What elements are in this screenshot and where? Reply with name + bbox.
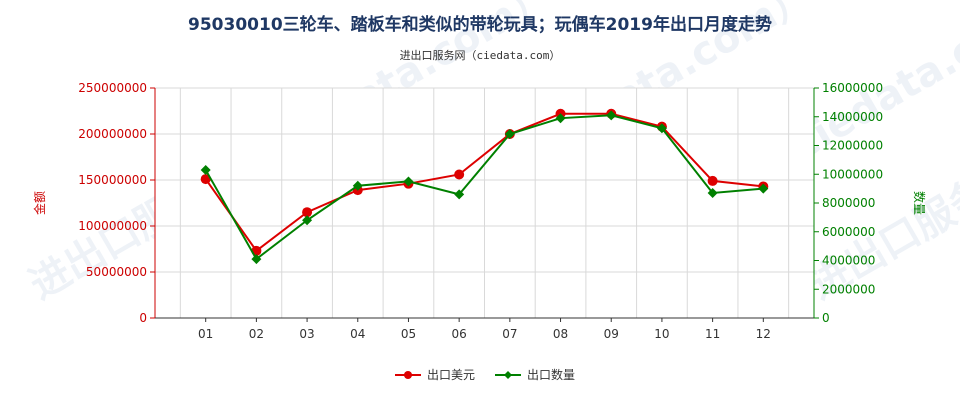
x-tick-label: 01 [198, 327, 213, 341]
legend-swatch-marker [404, 371, 412, 379]
y-left-tick-label: 100000000 [78, 219, 147, 233]
data-point-quantity [707, 187, 718, 198]
y-right-tick-label: 14000000 [822, 110, 883, 124]
y-right-tick-label: 6000000 [822, 225, 875, 239]
data-point-amount [200, 174, 211, 185]
y-right-axis-label: 数量 [912, 191, 927, 215]
x-tick-label: 02 [249, 327, 264, 341]
legend-label-1: 出口美元 [427, 368, 475, 382]
x-tick-label: 09 [604, 327, 619, 341]
y-right-tick-label: 12000000 [822, 139, 883, 153]
data-point-quantity [758, 183, 769, 194]
data-point-amount [454, 169, 465, 180]
legend: 出口美元 出口数量 [395, 367, 575, 382]
data-point-quantity [606, 110, 617, 121]
data-point-quantity [555, 113, 566, 124]
data-point-quantity [251, 254, 262, 265]
data-point-quantity [403, 176, 414, 187]
y-right-tick-label: 8000000 [822, 196, 875, 210]
x-tick-label: 04 [350, 327, 365, 341]
y-right-tick-label: 2000000 [822, 282, 875, 296]
data-point-quantity [656, 123, 667, 134]
data-point-quantity [200, 164, 211, 175]
y-left-tick-label: 50000000 [86, 265, 147, 279]
y-left-tick-label: 250000000 [78, 81, 147, 95]
chart-title: 95030010三轮车、踏板车和类似的带轮玩具；玩偶车2019年出口月度走势 [188, 14, 772, 35]
y-left-axis-label: 金额 [32, 191, 47, 215]
tick-labels: 0500000001000000001500000002000000002500… [78, 81, 883, 341]
data-point-amount [302, 207, 313, 218]
data-point-quantity [504, 129, 515, 139]
y-right-tick-label: 4000000 [822, 254, 875, 268]
x-tick-label: 11 [705, 327, 720, 341]
y-left-tick-label: 200000000 [78, 127, 147, 141]
data-point-quantity [352, 180, 363, 191]
y-right-tick-label: 16000000 [822, 81, 883, 95]
y-left-tick-label: 0 [139, 311, 147, 325]
data-point-amount [707, 175, 718, 186]
x-tick-label: 05 [401, 327, 416, 341]
axes [150, 87, 819, 322]
y-left-tick-label: 150000000 [78, 173, 147, 187]
series-layer [200, 108, 769, 265]
chart-subtitle: 进出口服务网（ciedata.com） [400, 48, 561, 62]
legend-swatch-marker [504, 371, 512, 379]
legend-label-2: 出口数量 [527, 367, 575, 382]
x-tick-label: 03 [299, 327, 314, 341]
x-tick-label: 06 [452, 327, 467, 341]
data-point-quantity [302, 215, 313, 226]
series-line-2 [204, 114, 764, 261]
x-tick-label: 12 [756, 327, 771, 341]
x-tick-label: 08 [553, 327, 568, 341]
y-right-tick-label: 0 [822, 311, 830, 325]
y-right-tick-label: 10000000 [822, 167, 883, 181]
series-line-1 [204, 112, 764, 253]
x-tick-label: 10 [654, 327, 669, 341]
x-tick-label: 07 [502, 327, 517, 341]
data-point-quantity [454, 189, 465, 200]
